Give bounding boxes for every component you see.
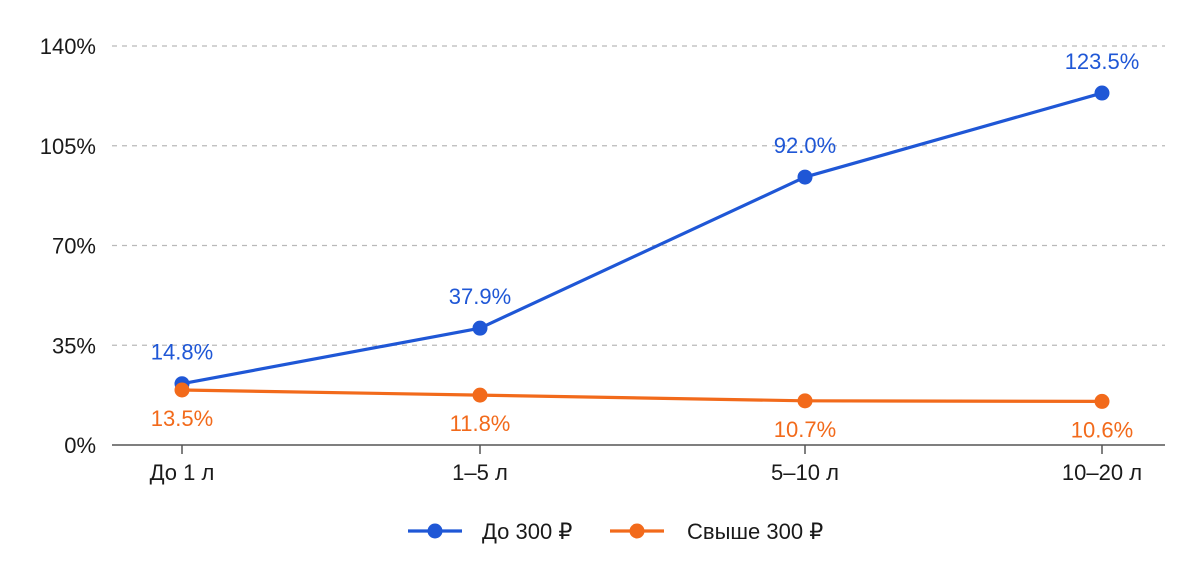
axes: 0% 35% 70% 105% 140% До 1 л 1–5 л 5–10 л 10–20 л	[40, 34, 1165, 485]
legend-item: Свыше 300 ₽	[610, 519, 823, 544]
data-label: 123.5%	[1065, 49, 1140, 74]
y-tick-label: 105%	[40, 134, 96, 159]
legend-marker	[427, 523, 443, 539]
data-point	[1094, 393, 1110, 409]
x-tick-label: 1–5 л	[452, 460, 508, 485]
y-tick-label: 140%	[40, 34, 96, 59]
legend-label: Свыше 300 ₽	[687, 519, 823, 544]
x-tick-label: 5–10 л	[771, 460, 839, 485]
data-point	[472, 387, 488, 403]
x-tick-label: До 1 л	[150, 460, 215, 485]
series-line-0	[180, 91, 1104, 386]
y-tick-label: 70%	[52, 234, 96, 259]
data-label: 37.9%	[449, 284, 511, 309]
y-tick-label: 0%	[64, 433, 96, 458]
data-label: 10.6%	[1071, 417, 1133, 442]
data-point	[797, 393, 813, 409]
data-label: 92.0%	[774, 133, 836, 158]
grid	[112, 45, 1165, 346]
legend-marker	[629, 523, 645, 539]
data-point	[797, 169, 813, 185]
series	[174, 85, 1110, 409]
data-label: 11.8%	[450, 411, 511, 436]
x-tick-label: 10–20 л	[1062, 460, 1142, 485]
data-label: 14.8%	[151, 340, 213, 365]
data-point	[174, 382, 190, 398]
data-label: 13.5%	[151, 406, 213, 431]
data-point	[472, 320, 488, 336]
y-tick-label: 35%	[52, 333, 96, 358]
data-labels: 14.8% 37.9% 92.0% 123.5% 13.5% 11.8% 10.7% 10.6…	[151, 49, 1140, 442]
legend-label: До 300 ₽	[482, 519, 572, 544]
legend: До 300 ₽ Свыше 300 ₽	[408, 519, 823, 544]
legend-item: До 300 ₽	[408, 519, 572, 544]
data-label: 10.7%	[774, 417, 836, 442]
data-point	[1094, 85, 1110, 101]
series-line-1	[180, 388, 1104, 403]
